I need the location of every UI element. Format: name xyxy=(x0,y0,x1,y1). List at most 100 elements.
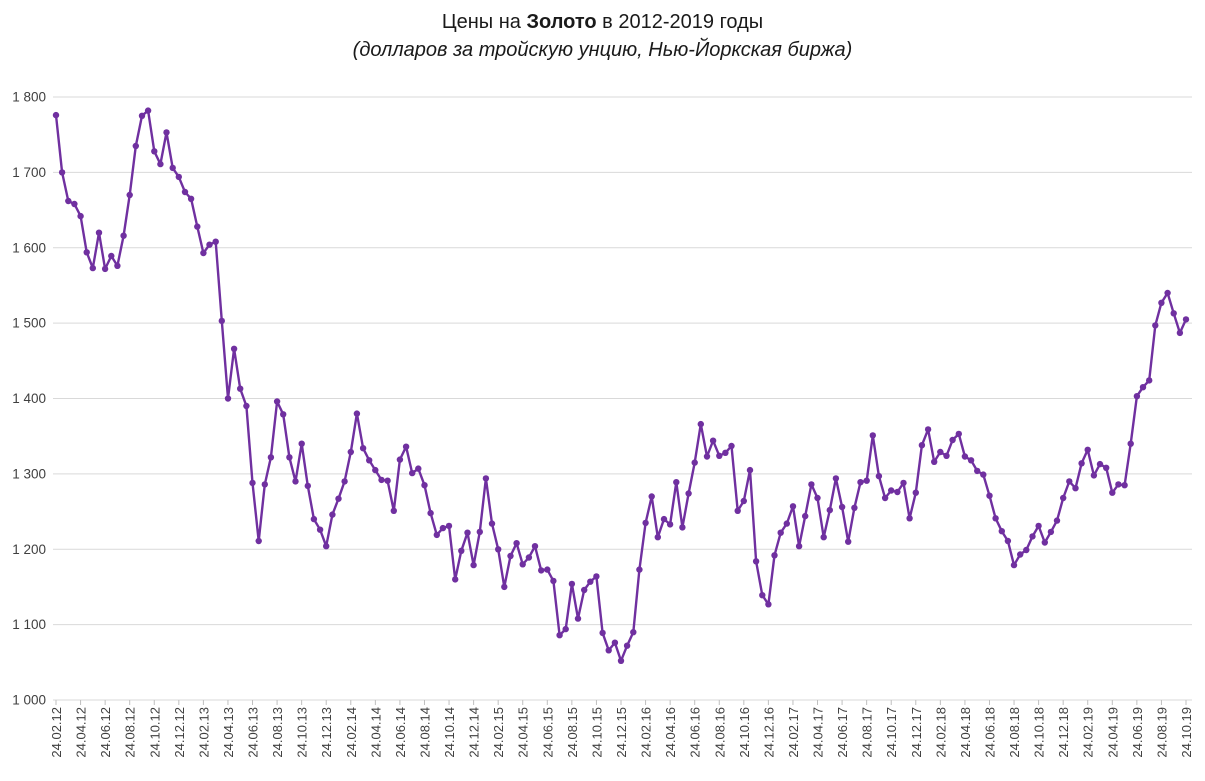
data-point-marker xyxy=(353,410,361,417)
data-point-marker xyxy=(200,249,207,257)
data-point-marker xyxy=(1170,310,1177,317)
data-point-marker xyxy=(623,642,631,649)
data-point-marker xyxy=(525,554,533,561)
data-point-marker xyxy=(501,583,508,591)
data-point-marker xyxy=(513,540,520,547)
data-point-marker xyxy=(605,647,612,654)
x-tick-label: 24.10.19 xyxy=(1179,707,1194,758)
data-point-marker xyxy=(845,538,852,545)
data-point-marker xyxy=(519,561,526,568)
data-point-marker xyxy=(71,200,78,208)
data-point-marker xyxy=(943,452,950,459)
data-point-marker xyxy=(445,522,453,530)
data-point-marker xyxy=(697,420,704,428)
x-tick-label: 24.12.14 xyxy=(467,707,482,758)
data-point-marker xyxy=(826,506,833,514)
data-point-marker xyxy=(58,169,66,176)
data-point-marker xyxy=(666,521,674,528)
data-point-marker xyxy=(1023,546,1030,554)
data-point-marker xyxy=(900,479,907,487)
chart-header: Цены на Золото в 2012-2019 годы (долларо… xyxy=(0,8,1205,64)
data-point-marker xyxy=(439,524,447,532)
data-point-marker xyxy=(267,454,275,461)
data-point-marker xyxy=(924,426,932,433)
data-point-marker xyxy=(728,442,735,450)
y-tick-label: 1 200 xyxy=(12,542,46,557)
data-point-marker xyxy=(286,454,293,461)
x-tick-label: 24.10.18 xyxy=(1032,707,1047,758)
data-point-marker xyxy=(838,503,846,511)
x-tick-label: 24.10.15 xyxy=(589,707,604,758)
x-tick-label: 24.12.12 xyxy=(172,707,187,758)
data-point-marker xyxy=(1078,460,1085,467)
y-tick-label: 1 300 xyxy=(12,466,46,481)
x-tick-label: 24.02.13 xyxy=(196,707,211,758)
data-point-marker xyxy=(740,497,747,505)
x-tick-label: 24.06.19 xyxy=(1130,707,1145,758)
data-point-marker xyxy=(335,495,342,502)
y-tick-label: 1 500 xyxy=(12,316,46,331)
x-tick-label: 24.08.14 xyxy=(417,707,432,758)
x-tick-label: 24.06.16 xyxy=(688,707,703,758)
x-tick-label: 24.10.14 xyxy=(442,707,457,758)
x-tick-label: 24.04.19 xyxy=(1105,707,1120,758)
data-point-marker xyxy=(795,543,803,550)
data-point-marker xyxy=(138,112,146,120)
x-tick-label: 24.10.13 xyxy=(295,707,310,758)
data-point-marker xyxy=(1017,551,1024,558)
data-point-marker xyxy=(1029,533,1036,540)
x-tick-label: 24.04.18 xyxy=(958,707,973,758)
data-point-marker xyxy=(1010,561,1018,569)
data-point-marker xyxy=(1047,528,1055,536)
data-point-marker xyxy=(427,509,434,517)
x-tick-label: 24.04.16 xyxy=(663,707,678,758)
data-point-marker xyxy=(820,534,827,541)
data-point-marker xyxy=(507,552,514,560)
y-tick-label: 1 000 xyxy=(12,693,46,708)
data-point-marker xyxy=(912,489,919,496)
data-point-marker xyxy=(685,490,692,497)
data-point-marker xyxy=(1182,316,1190,323)
data-point-marker xyxy=(955,430,962,438)
data-point-marker xyxy=(108,252,115,260)
x-tick-label: 24.06.15 xyxy=(540,707,555,758)
data-point-marker xyxy=(1176,329,1184,337)
data-point-marker xyxy=(249,479,256,487)
x-tick-label: 24.08.13 xyxy=(270,707,285,758)
data-point-marker xyxy=(255,537,262,545)
y-tick-label: 1 600 xyxy=(12,240,46,255)
data-point-marker xyxy=(261,481,268,488)
data-point-marker xyxy=(181,188,189,196)
x-tick-label: 24.06.13 xyxy=(246,707,261,758)
data-point-marker xyxy=(1041,539,1049,546)
data-point-marker xyxy=(157,160,164,168)
data-point-marker xyxy=(366,457,373,464)
data-point-marker xyxy=(937,448,944,456)
chart-title-gold: Золото xyxy=(526,11,597,33)
chart-title-suffix: в 2012-2019 годы xyxy=(596,11,764,33)
x-tick-label: 24.08.15 xyxy=(565,707,580,758)
x-tick-label: 24.08.12 xyxy=(123,707,138,758)
x-tick-label: 24.10.17 xyxy=(884,707,899,758)
x-tick-label: 24.08.16 xyxy=(712,707,727,758)
data-point-marker xyxy=(1035,522,1042,530)
x-tick-label: 24.12.15 xyxy=(614,707,629,758)
data-point-marker xyxy=(734,507,741,514)
data-point-marker xyxy=(224,395,232,402)
data-point-marker xyxy=(187,195,195,202)
data-point-marker xyxy=(875,472,883,480)
data-point-marker xyxy=(581,586,588,594)
data-point-marker xyxy=(347,448,354,456)
data-point-marker xyxy=(654,534,661,541)
data-point-marker xyxy=(175,173,182,181)
data-point-marker xyxy=(384,477,391,484)
data-point-marker xyxy=(642,519,649,527)
data-point-marker xyxy=(470,561,477,569)
data-point-marker xyxy=(1127,440,1134,447)
data-point-marker xyxy=(759,592,766,599)
x-tick-label: 24.12.18 xyxy=(1056,707,1071,758)
chart-title: Цены на Золото в 2012-2019 годы xyxy=(0,8,1205,36)
y-tick-label: 1 700 xyxy=(12,165,46,180)
